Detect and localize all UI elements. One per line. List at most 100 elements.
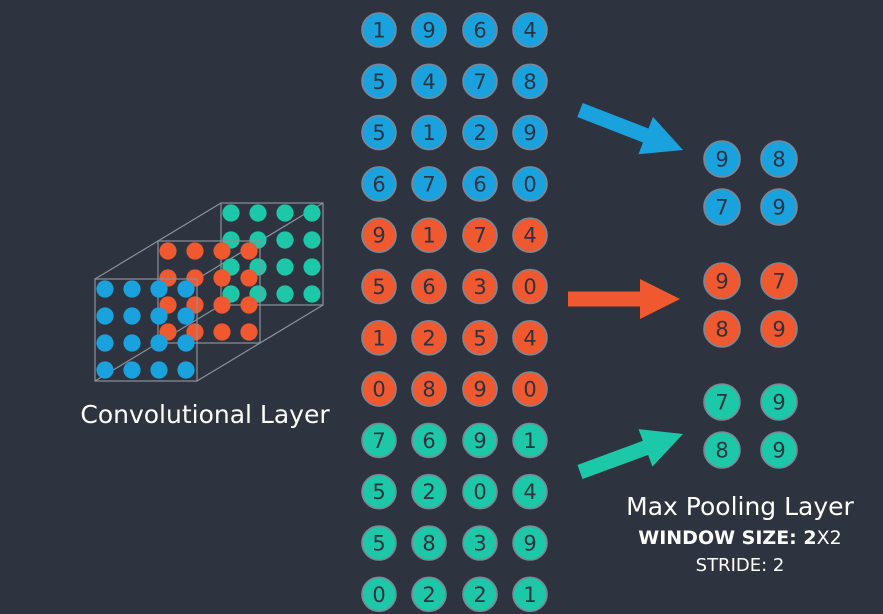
svg-text:8: 8 [422, 378, 435, 402]
arrow-right-icon [568, 279, 680, 319]
svg-text:9: 9 [523, 532, 536, 556]
svg-text:5: 5 [372, 532, 385, 556]
svg-text:8: 8 [715, 439, 728, 463]
pooled-cell: 9 [703, 262, 741, 300]
svg-text:8: 8 [422, 532, 435, 556]
conv-node [96, 361, 114, 379]
input-cell: 1 [411, 217, 447, 253]
input-cell: 9 [512, 525, 548, 561]
conv-node [150, 280, 168, 298]
input-cell: 0 [512, 268, 548, 305]
input-cell: 4 [411, 63, 447, 100]
pooled-cell: 7 [760, 262, 798, 300]
input-cell: 5 [361, 525, 397, 561]
svg-text:6: 6 [473, 19, 486, 43]
input-cell: 9 [361, 217, 397, 253]
svg-text:1: 1 [523, 429, 536, 453]
input-cell: 8 [411, 371, 447, 407]
conv-node [96, 334, 114, 352]
input-cell: 5 [361, 473, 397, 510]
input-cell: 0 [361, 576, 397, 613]
conv-node [159, 242, 177, 260]
conv-node [240, 269, 258, 287]
input-cell: 2 [411, 576, 447, 613]
arrow-down-right-icon [577, 103, 683, 155]
input-cell: 2 [462, 114, 498, 151]
svg-text:7: 7 [715, 391, 728, 415]
svg-text:4: 4 [422, 70, 435, 94]
conv-node [123, 307, 141, 325]
svg-text:2: 2 [422, 326, 435, 350]
input-cell: 2 [411, 473, 447, 510]
svg-text:4: 4 [523, 326, 536, 350]
conv-node [150, 307, 168, 325]
input-cell: 2 [462, 576, 498, 613]
pooled-cell: 9 [760, 431, 798, 469]
input-cell: 8 [411, 525, 447, 561]
input-cell: 6 [411, 268, 447, 305]
input-cell: 0 [462, 473, 498, 510]
conv-layer-blue [94, 278, 198, 382]
svg-text:9: 9 [772, 196, 785, 220]
svg-text:9: 9 [473, 429, 486, 453]
conv-node [123, 280, 141, 298]
convolutional-layer-label: Convolutional Layer [80, 400, 330, 429]
svg-text:2: 2 [473, 583, 486, 607]
conv-node [123, 361, 141, 379]
conv-node [150, 361, 168, 379]
input-cell: 4 [512, 473, 548, 510]
svg-text:5: 5 [372, 275, 385, 299]
svg-text:9: 9 [523, 121, 536, 145]
svg-text:7: 7 [772, 270, 785, 294]
conv-layer-orange [157, 240, 261, 344]
svg-text:1: 1 [422, 121, 435, 145]
conv-node [240, 242, 258, 260]
pooled-cell: 9 [760, 383, 798, 421]
input-cell: 9 [512, 114, 548, 151]
conv-node [150, 334, 168, 352]
conv-node [303, 204, 321, 222]
input-cell: 1 [361, 319, 397, 356]
input-cell: 1 [512, 576, 548, 613]
svg-text:4: 4 [523, 480, 536, 504]
svg-text:1: 1 [523, 583, 536, 607]
svg-text:5: 5 [372, 480, 385, 504]
conv-node [177, 307, 195, 325]
input-cell: 9 [411, 12, 447, 48]
window-size-label: WINDOW SIZE: 2X2 [600, 527, 880, 549]
svg-text:0: 0 [372, 378, 385, 402]
svg-text:0: 0 [523, 275, 536, 299]
conv-node [177, 361, 195, 379]
input-cell: 0 [361, 371, 397, 407]
input-cell: 8 [512, 63, 548, 100]
pooled-grid-orange: 9 7 8 9 [703, 262, 798, 348]
svg-text:7: 7 [422, 172, 435, 196]
input-cell: 6 [411, 422, 447, 459]
svg-text:6: 6 [473, 172, 486, 196]
svg-text:9: 9 [772, 439, 785, 463]
conv-node [240, 296, 258, 314]
svg-text:2: 2 [422, 583, 435, 607]
pooled-grid-teal: 7 9 8 9 [703, 383, 798, 469]
input-cell: 7 [462, 63, 498, 100]
svg-text:2: 2 [422, 480, 435, 504]
input-cell: 4 [512, 319, 548, 356]
conv-node [213, 296, 231, 314]
input-cell: 4 [512, 12, 548, 48]
svg-text:4: 4 [523, 19, 536, 43]
input-cell: 7 [411, 166, 447, 202]
arrow-up-right-icon [577, 429, 683, 479]
input-cell: 0 [512, 166, 548, 202]
pooled-cell: 8 [760, 140, 798, 178]
svg-text:1: 1 [372, 326, 385, 350]
svg-text:7: 7 [372, 429, 385, 453]
conv-node [177, 334, 195, 352]
pooled-cell: 7 [703, 383, 741, 421]
max-pooling-layer-label: Max Pooling Layer [626, 492, 854, 521]
svg-text:0: 0 [523, 378, 536, 402]
input-cell: 5 [361, 114, 397, 151]
input-cell: 9 [462, 422, 498, 459]
conv-layer-teal [220, 202, 324, 306]
svg-text:5: 5 [372, 70, 385, 94]
